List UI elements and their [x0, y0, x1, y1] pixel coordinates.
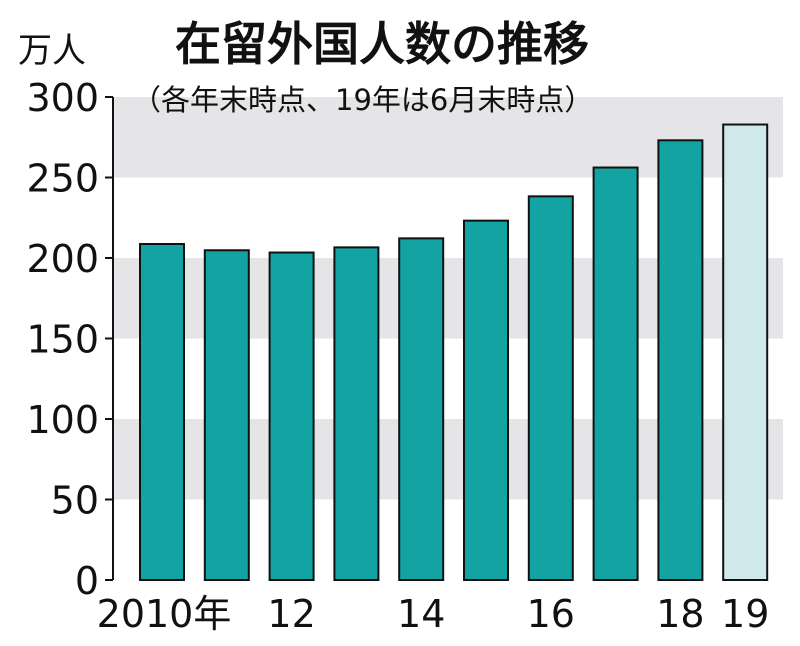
bar-2012 [268, 251, 315, 581]
y-axis-ticks: 0 50 100 150 200 250 300 [26, 76, 113, 603]
bar-2013 [333, 246, 380, 581]
bar-2016 [527, 195, 574, 581]
chart-title: 在留外国人数の推移 [175, 17, 589, 71]
x-tick-label: 18 [656, 592, 704, 636]
x-tick-label: 2010年 [97, 592, 232, 636]
x-tick-label: 16 [527, 592, 575, 636]
bar-2010 [139, 242, 185, 581]
y-tick-label: 150 [26, 318, 99, 362]
x-tick-label: 19 [721, 592, 769, 636]
bar-2011 [203, 249, 250, 581]
y-tick-label: 200 [26, 237, 99, 281]
bars [139, 123, 769, 582]
bar-2017 [592, 166, 639, 581]
x-tick-label: 12 [267, 592, 315, 636]
y-tick-label: 300 [26, 76, 99, 120]
bar-2015 [463, 219, 509, 581]
y-tick-label: 50 [51, 479, 99, 523]
bar-2018 [657, 139, 704, 582]
y-tick-label: 0 [75, 559, 99, 603]
bar-2019 [722, 123, 769, 581]
bar-2014 [398, 237, 445, 581]
y-tick-label: 250 [26, 157, 99, 201]
y-axis-unit-label: 万人 [18, 31, 86, 71]
x-axis-ticks: 2010年 12 14 16 18 19 [97, 592, 770, 636]
x-tick-label: 14 [397, 592, 445, 636]
chart-subtitle: （各年末時点、19年は6月末時点） [132, 83, 593, 117]
y-tick-label: 100 [26, 398, 99, 442]
